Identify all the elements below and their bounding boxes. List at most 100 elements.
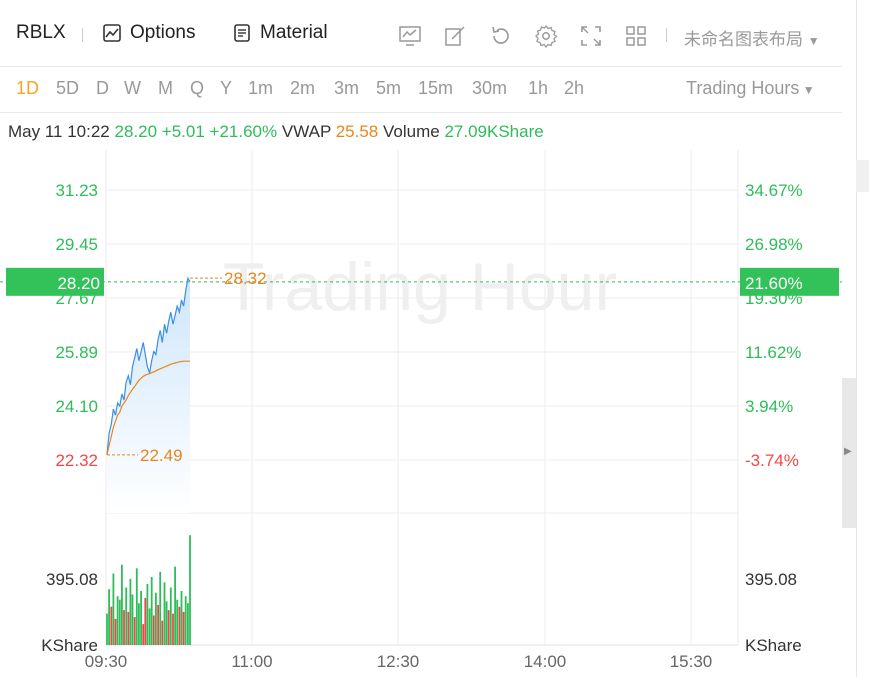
volume-axis-label-right: 395.08 [745,570,797,589]
volume-bar [142,624,145,645]
volume-bar [146,584,149,645]
scrollbar-thumb[interactable] [842,378,856,528]
volume-bar [127,611,130,645]
refresh-icon[interactable] [489,24,513,48]
period-1d[interactable]: 1D [16,78,40,98]
volume-bar [110,606,113,645]
price-axis-label-left: 25.89 [55,343,98,362]
time-axis-label: 09:30 [85,652,128,671]
period-1h[interactable]: 1h [528,78,549,98]
volume-bar [157,604,159,645]
volume-bar [135,568,138,645]
volume-bar [155,592,157,645]
volume-bar [121,564,123,645]
scroll-top-block [856,160,869,192]
volume-bar [138,603,140,645]
price-axis-label-right: 34.67% [745,181,803,200]
period-15m[interactable]: 15m [418,78,454,98]
layout-name: 未命名图表布局 [684,30,803,49]
volume-bar [150,577,153,645]
volume-bar [133,617,136,645]
volume-bar [159,571,162,645]
volume-bar [176,599,179,645]
quote-change-pct: +21.60% [209,122,278,141]
volume-bar [131,594,134,645]
price-line [106,276,191,455]
document-icon [234,24,250,42]
watermark: Trading Hour [223,249,617,325]
draw-icon[interactable] [443,24,467,48]
period-2h[interactable]: 2h [564,78,585,98]
indicator-icon[interactable] [398,24,422,48]
volume-bar [178,606,181,645]
price-axis-label-left: 31.23 [55,181,98,200]
options-label: Options [130,22,196,43]
current-price-label: 28.20 [57,274,100,293]
volume-bar [182,611,185,645]
divider [666,28,667,42]
layout-dropdown[interactable]: 未命名图表布局 ▼ [684,25,820,50]
current-price-tag [6,267,104,296]
material-button[interactable]: Material [232,22,328,44]
period-y[interactable]: Y [220,78,233,98]
period-bar: 1D 5D D W M Q Y 1m 2m 3m 5m 15m 30m 1h 2h Trading Hours… [0,66,842,113]
caret-down-icon: ▼ [799,83,815,97]
vwap-line [106,360,190,455]
volume-bar [123,610,125,645]
volume-bar [114,618,117,645]
time-axis-label: 14:00 [524,652,567,671]
price-chart[interactable]: Trading Hour31.2329.4527.6725.8924.1022.… [0,150,842,677]
time-axis-label: 12:30 [377,652,420,671]
divider [82,28,83,42]
period-d[interactable]: D [96,78,109,98]
price-axis-label-left: 24.10 [55,397,98,416]
period-q[interactable]: Q [190,78,205,98]
volume-value: 27.09KShare [444,122,544,141]
quote-info: May 11 10:22 28.20 +5.01 +21.60% VWAP 25… [8,122,544,142]
chart-panel: RBLX Options Material [0,0,842,677]
period-5d[interactable]: 5D [56,78,80,98]
right-scroll-area [842,0,869,677]
options-button[interactable]: Options [102,22,195,44]
volume-bar [152,615,155,645]
current-pct-tag [740,267,839,296]
top-toolbar: RBLX Options Material [0,0,842,67]
period-30m[interactable]: 30m [472,78,508,98]
volume-bar [144,597,147,645]
volume-bar [187,603,189,645]
grid-layout-icon[interactable] [624,24,648,48]
expand-arrow-icon[interactable]: ▶ [844,446,852,457]
period-5m[interactable]: 5m [376,78,402,98]
ticker-symbol[interactable]: RBLX [16,22,66,43]
low-label: 22.49 [140,446,183,465]
gear-icon[interactable] [534,24,558,48]
current-pct-label: 21.60% [745,274,803,293]
trading-hours-dropdown[interactable]: Trading Hours ▼ [686,78,815,99]
price-axis-label-right: 26.98% [745,235,803,254]
period-m[interactable]: M [158,78,173,98]
volume-bar [129,578,132,645]
period-2m[interactable]: 2m [290,78,316,98]
price-axis-label-right: 11.62% [745,343,801,362]
fullscreen-icon[interactable] [579,24,603,48]
volume-label: Volume [383,122,440,141]
volume-bar [174,566,176,645]
volume-unit-right: KShare [745,636,802,655]
volume-axis-label-left: 395.08 [46,570,98,589]
volume-bar [161,620,164,645]
quote-price: 28.20 [114,122,158,141]
price-axis-label-right: -3.74% [745,451,799,470]
volume-bar [167,610,170,645]
volume-bar [184,596,187,645]
period-3m[interactable]: 3m [334,78,360,98]
high-label: 28.32 [224,269,267,288]
period-w[interactable]: W [124,78,141,98]
price-axis-label-right: 3.94% [745,397,793,416]
price-area [107,278,190,513]
divider [856,0,857,677]
volume-bar [118,599,121,645]
vwap-value: 25.58 [335,122,379,141]
volume-bar [108,589,110,645]
trading-hours-label: Trading Hours [686,78,800,98]
period-1m[interactable]: 1m [248,78,274,98]
